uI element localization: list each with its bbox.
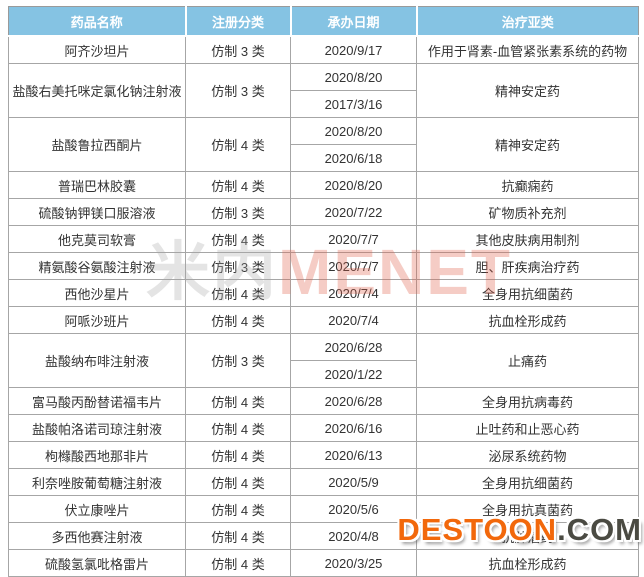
table-row: 阿哌沙班片 仿制 4 类 2020/7/4 抗血栓形成药 — [8, 306, 639, 334]
cell-reg-class: 仿制 3 类 — [185, 35, 291, 64]
cell-drug-name: 盐酸鲁拉西酮片 — [8, 117, 186, 172]
cell-date: 2020/7/7 — [290, 252, 417, 280]
cell-date: 2020/8/20 — [290, 63, 417, 91]
cell-reg-class: 仿制 4 类 — [185, 171, 291, 199]
cell-date: 2020/1/22 — [290, 360, 417, 388]
table-row: 硫酸氢氯吡格雷片 仿制 4 类 2020/3/25 抗血栓形成药 — [8, 549, 639, 577]
table-row: 普瑞巴林胶囊 仿制 4 类 2020/8/20 抗癫痫药 — [8, 171, 639, 199]
cell-date: 2020/6/28 — [290, 333, 417, 361]
cell-drug-name: 他克莫司软膏 — [8, 225, 186, 253]
table-row: 他克莫司软膏 仿制 4 类 2020/7/7 其他皮肤病用制剂 — [8, 225, 639, 253]
cell-date: 2020/5/9 — [290, 468, 417, 496]
cell-drug-name: 阿哌沙班片 — [8, 306, 186, 334]
cell-drug-name: 盐酸帕洛诺司琼注射液 — [8, 414, 186, 442]
cell-category: 止痛药 — [416, 333, 639, 388]
cell-reg-class: 仿制 4 类 — [185, 306, 291, 334]
cell-date: 2020/9/17 — [290, 35, 417, 64]
table-row: 多西他赛注射液 仿制 4 类 2020/4/8 抗肿瘤药 — [8, 522, 639, 550]
cell-reg-class: 仿制 4 类 — [185, 117, 291, 172]
cell-category: 全身用抗细菌药 — [416, 468, 639, 496]
cell-category: 其他皮肤病用制剂 — [416, 225, 639, 253]
cell-date: 2020/7/4 — [290, 279, 417, 307]
cell-date: 2020/7/7 — [290, 225, 417, 253]
table-row: 伏立康唑片 仿制 4 类 2020/5/6 全身用抗真菌药 — [8, 495, 639, 523]
table-header: 药品名称 注册分类 承办日期 治疗亚类 — [8, 6, 639, 37]
cell-reg-class: 仿制 4 类 — [185, 387, 291, 415]
cell-date: 2020/5/6 — [290, 495, 417, 523]
cell-drug-name: 西他沙星片 — [8, 279, 186, 307]
table-row: 利奈唑胺葡萄糖注射液 仿制 4 类 2020/5/9 全身用抗细菌药 — [8, 468, 639, 496]
cell-date: 2020/6/16 — [290, 414, 417, 442]
table-row: 精氨酸谷氨酸注射液 仿制 3 类 2020/7/7 胆、肝疾病治疗药 — [8, 252, 639, 280]
cell-reg-class: 仿制 4 类 — [185, 522, 291, 550]
cell-date: 2020/8/20 — [290, 117, 417, 145]
table-row: 枸橼酸西地那非片 仿制 4 类 2020/6/13 泌尿系统药物 — [8, 441, 639, 469]
cell-drug-name: 多西他赛注射液 — [8, 522, 186, 550]
cell-drug-name: 利奈唑胺葡萄糖注射液 — [8, 468, 186, 496]
table-row: 阿齐沙坦片 仿制 3 类 2020/9/17 作用于肾素-血管紧张素系统的药物 — [8, 35, 639, 64]
cell-category: 精神安定药 — [416, 63, 639, 118]
cell-reg-class: 仿制 3 类 — [185, 63, 291, 118]
cell-drug-name: 普瑞巴林胶囊 — [8, 171, 186, 199]
cell-category: 抗肿瘤药 — [416, 522, 639, 550]
cell-date: 2020/4/8 — [290, 522, 417, 550]
cell-reg-class: 仿制 4 类 — [185, 441, 291, 469]
cell-reg-class: 仿制 4 类 — [185, 414, 291, 442]
cell-date: 2020/7/4 — [290, 306, 417, 334]
cell-category: 胆、肝疾病治疗药 — [416, 252, 639, 280]
cell-drug-name: 硫酸氢氯吡格雷片 — [8, 549, 186, 577]
table-row: 富马酸丙酚替诺福韦片 仿制 4 类 2020/6/28 全身用抗病毒药 — [8, 387, 639, 415]
cell-reg-class: 仿制 3 类 — [185, 333, 291, 388]
cell-date: 2020/7/22 — [290, 198, 417, 226]
drug-table: 药品名称 注册分类 承办日期 治疗亚类 阿齐沙坦片 仿制 3 类 2020/9/17… — [8, 6, 639, 577]
cell-drug-name: 盐酸右美托咪定氯化钠注射液 — [8, 63, 186, 118]
cell-date: 2020/6/18 — [290, 144, 417, 172]
table-body: 阿齐沙坦片 仿制 3 类 2020/9/17 作用于肾素-血管紧张素系统的药物 盐酸右美… — [8, 35, 639, 577]
cell-category: 全身用抗真菌药 — [416, 495, 639, 523]
cell-category: 精神安定药 — [416, 117, 639, 172]
cell-reg-class: 仿制 4 类 — [185, 495, 291, 523]
table-row: 2017/3/16 — [9, 90, 639, 118]
cell-category: 抗癫痫药 — [416, 171, 639, 199]
cell-drug-name: 硫酸钠钾镁口服溶液 — [8, 198, 186, 226]
table-row: 2020/6/18 — [9, 144, 639, 172]
cell-drug-name: 伏立康唑片 — [8, 495, 186, 523]
cell-reg-class: 仿制 3 类 — [185, 252, 291, 280]
cell-drug-name: 枸橼酸西地那非片 — [8, 441, 186, 469]
cell-category: 矿物质补充剂 — [416, 198, 639, 226]
cell-drug-name: 富马酸丙酚替诺福韦片 — [8, 387, 186, 415]
drug-table-container: 药品名称 注册分类 承办日期 治疗亚类 阿齐沙坦片 仿制 3 类 2020/9/17… — [8, 6, 639, 577]
cell-category: 作用于肾素-血管紧张素系统的药物 — [416, 35, 639, 64]
table-row: 盐酸鲁拉西酮片 仿制 4 类 2020/8/20 精神安定药 — [8, 117, 639, 172]
cell-drug-name: 阿齐沙坦片 — [8, 35, 186, 64]
cell-reg-class: 仿制 4 类 — [185, 279, 291, 307]
cell-reg-class: 仿制 4 类 — [185, 549, 291, 577]
cell-category: 止吐药和止恶心药 — [416, 414, 639, 442]
table-row: 盐酸纳布啡注射液 仿制 3 类 2020/6/28 止痛药 — [8, 333, 639, 388]
header-date: 承办日期 — [290, 6, 418, 37]
cell-category: 全身用抗细菌药 — [416, 279, 639, 307]
cell-category: 泌尿系统药物 — [416, 441, 639, 469]
cell-reg-class: 仿制 4 类 — [185, 225, 291, 253]
table-row: 盐酸右美托咪定氯化钠注射液 仿制 3 类 2020/8/20 精神安定药 — [8, 63, 639, 118]
cell-drug-name: 精氨酸谷氨酸注射液 — [8, 252, 186, 280]
table-row: 硫酸钠钾镁口服溶液 仿制 3 类 2020/7/22 矿物质补充剂 — [8, 198, 639, 226]
cell-reg-class: 仿制 4 类 — [185, 468, 291, 496]
cell-category: 抗血栓形成药 — [416, 549, 639, 577]
cell-reg-class: 仿制 3 类 — [185, 198, 291, 226]
cell-date: 2020/6/28 — [290, 387, 417, 415]
cell-date: 2017/3/16 — [290, 90, 417, 118]
cell-category: 抗血栓形成药 — [416, 306, 639, 334]
header-drug-name: 药品名称 — [8, 6, 187, 37]
table-row: 西他沙星片 仿制 4 类 2020/7/4 全身用抗细菌药 — [8, 279, 639, 307]
header-category: 治疗亚类 — [416, 6, 639, 37]
cell-category: 全身用抗病毒药 — [416, 387, 639, 415]
cell-date: 2020/8/20 — [290, 171, 417, 199]
table-row: 盐酸帕洛诺司琼注射液 仿制 4 类 2020/6/16 止吐药和止恶心药 — [8, 414, 639, 442]
header-reg-class: 注册分类 — [185, 6, 292, 37]
cell-drug-name: 盐酸纳布啡注射液 — [8, 333, 186, 388]
cell-date: 2020/6/13 — [290, 441, 417, 469]
cell-date: 2020/3/25 — [290, 549, 417, 577]
